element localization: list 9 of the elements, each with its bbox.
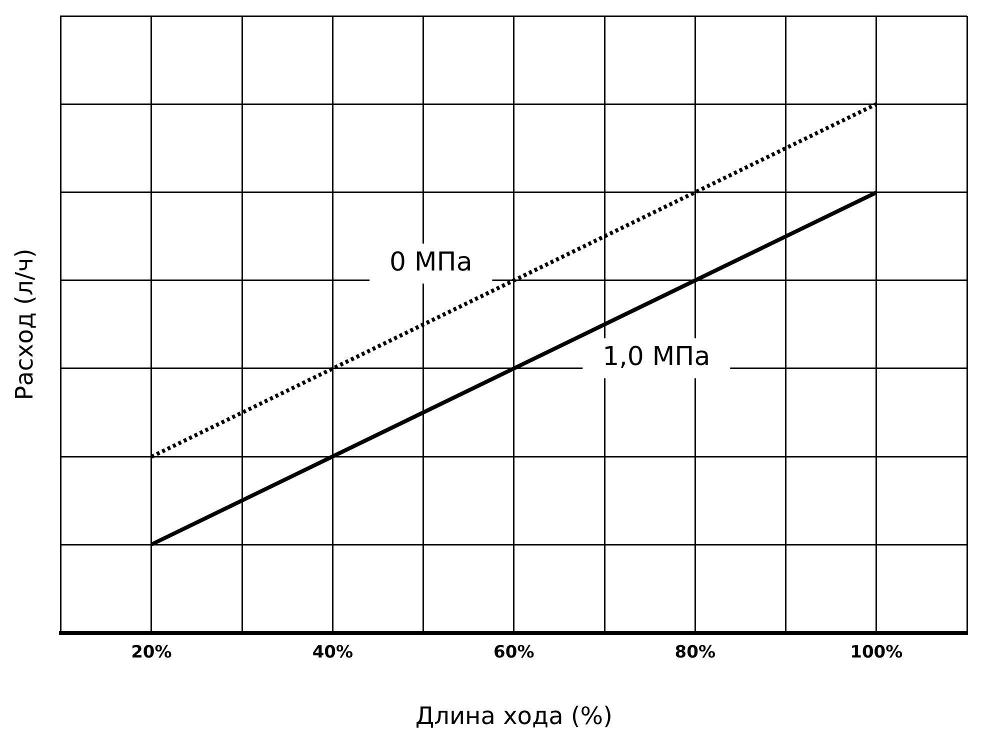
x-tick-label: 100% [850,642,903,662]
x-tick-label: 60% [494,642,534,662]
x-tick-label: 20% [131,642,172,662]
series-label: 1,0 МПа [602,342,710,372]
x-tick-label: 40% [312,642,354,662]
x-axis-title: Длина хода (%) [415,702,612,730]
x-tick-label: 80% [674,642,716,662]
y-axis-title: Расход (л/ч) [10,248,39,400]
series-label: 0 МПа [390,247,472,278]
